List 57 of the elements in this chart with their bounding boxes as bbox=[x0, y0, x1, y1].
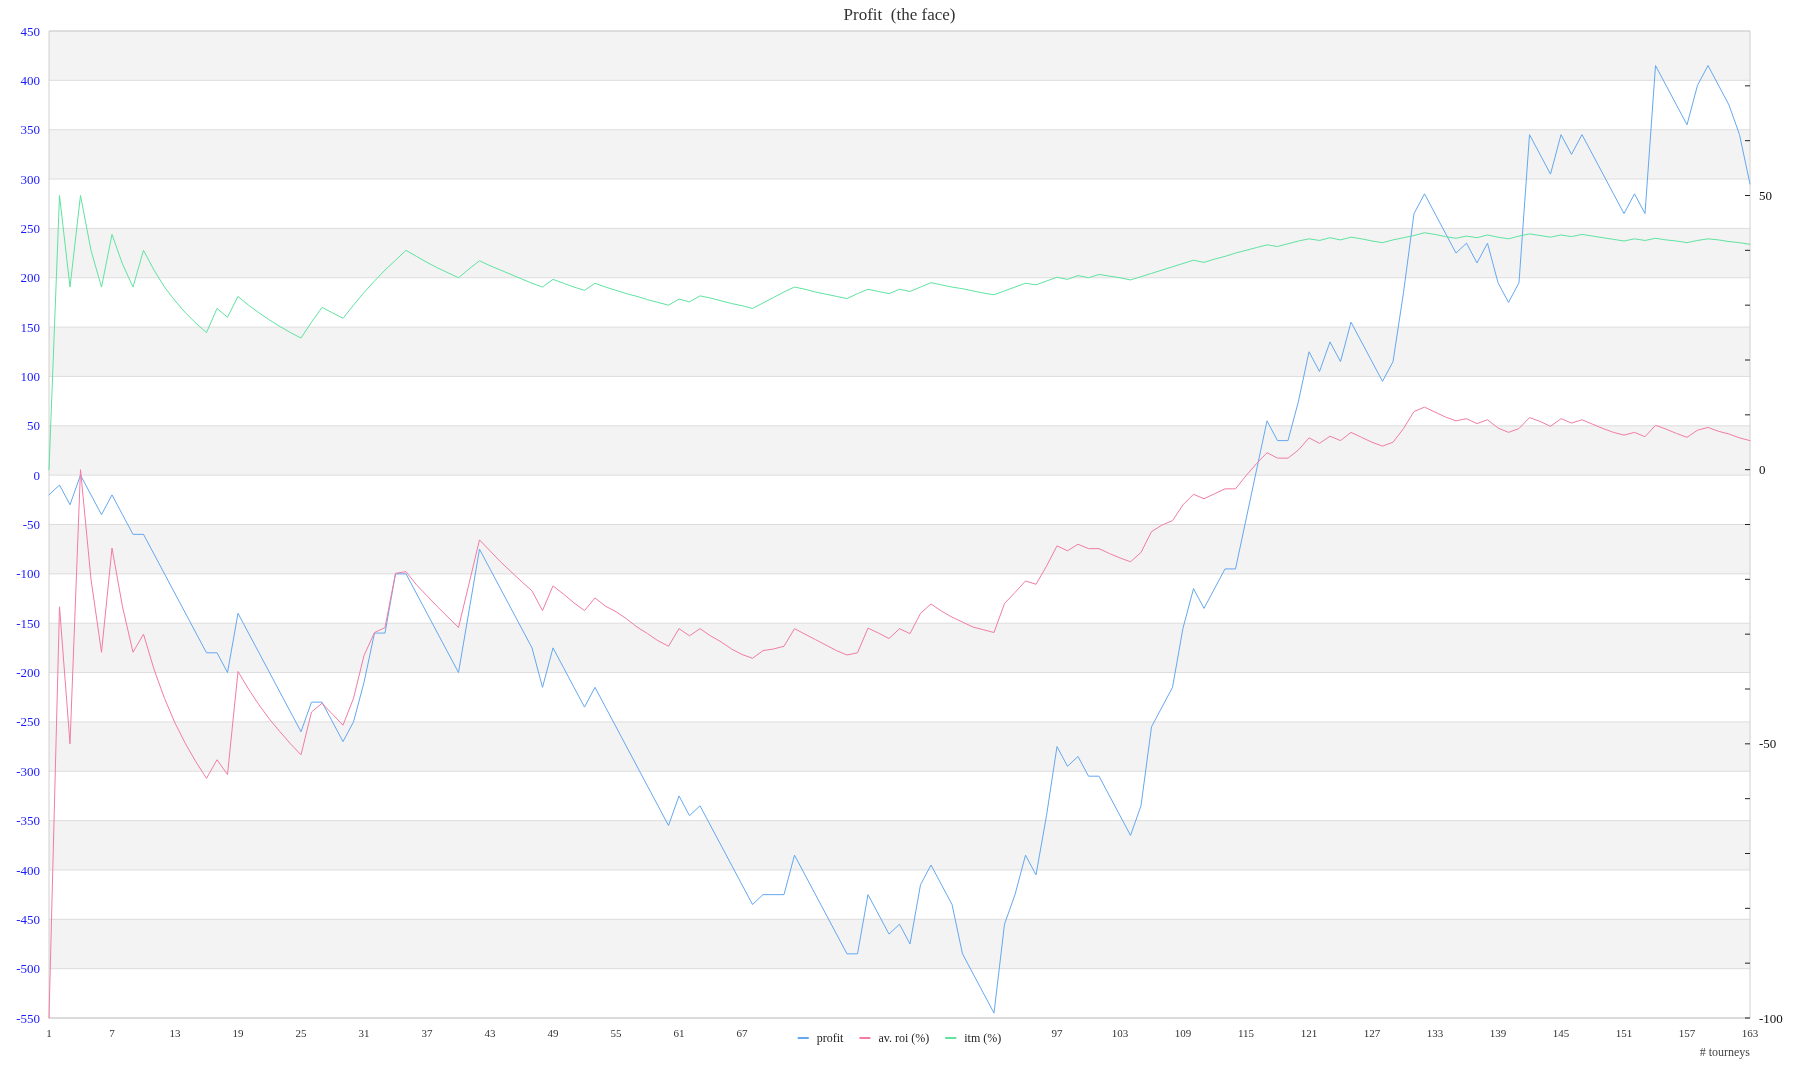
x-tick-label: 43 bbox=[484, 1026, 496, 1039]
line-series bbox=[48, 406, 1751, 1019]
x-tick-label: 139 bbox=[1489, 1026, 1507, 1039]
y-tick-label: 450 bbox=[20, 23, 40, 39]
x-tick-label: 127 bbox=[1363, 1026, 1381, 1039]
y-tick-label: -550 bbox=[16, 1010, 40, 1026]
x-tick-label: 7 bbox=[109, 1026, 116, 1039]
x-tick-label: 151 bbox=[1615, 1026, 1633, 1039]
x-tick-label: 157 bbox=[1678, 1026, 1696, 1039]
y-tick-label: -200 bbox=[16, 665, 40, 681]
x-tick-label: 133 bbox=[1426, 1026, 1444, 1039]
x-tick-label: 49 bbox=[547, 1026, 559, 1039]
x-tick-label: 25 bbox=[295, 1026, 307, 1039]
x-tick-label: 55 bbox=[610, 1026, 622, 1039]
y2-tick-label: -50 bbox=[1759, 736, 1777, 752]
x-tick-label: 145 bbox=[1552, 1026, 1570, 1039]
y-tick-label: -100 bbox=[16, 566, 40, 582]
x-tick-label: 37 bbox=[421, 1026, 433, 1039]
x-tick-label: 97 bbox=[1051, 1026, 1063, 1039]
x-tick-label: 61 bbox=[673, 1026, 685, 1039]
chart-title: Profit (the face) bbox=[843, 4, 956, 24]
x-axis-title: # tourneys bbox=[1699, 1045, 1751, 1060]
y-tick-label: 0 bbox=[33, 467, 40, 483]
y-tick-label: -400 bbox=[16, 862, 40, 878]
y-tick-label: -50 bbox=[22, 517, 40, 533]
y-tick-label: 250 bbox=[20, 220, 40, 236]
y-tick-label: -500 bbox=[16, 961, 40, 977]
line-series bbox=[48, 65, 1751, 1014]
y-tick-label: -300 bbox=[16, 763, 40, 779]
legend-label: av. roi (%) bbox=[878, 1031, 930, 1046]
x-tick-label: 31 bbox=[358, 1026, 370, 1039]
legend-label: itm (%) bbox=[964, 1031, 1002, 1046]
y-tick-label: -150 bbox=[16, 615, 40, 631]
x-tick-label: 1 bbox=[46, 1026, 52, 1039]
x-tick-label: 13 bbox=[169, 1026, 181, 1039]
x-tick-label: 103 bbox=[1111, 1026, 1129, 1039]
y2-tick-label: 50 bbox=[1759, 188, 1772, 204]
x-tick-label: 67 bbox=[736, 1026, 748, 1039]
y-tick-label: 350 bbox=[20, 122, 40, 138]
y-tick-label: 300 bbox=[20, 171, 40, 187]
y-tick-label: 400 bbox=[20, 72, 40, 88]
y2-tick-label: 0 bbox=[1759, 462, 1766, 478]
x-tick-label: 121 bbox=[1300, 1026, 1318, 1039]
y-tick-label: 50 bbox=[27, 418, 40, 434]
y-tick-label: -250 bbox=[16, 714, 40, 730]
y-tick-label: -450 bbox=[16, 911, 40, 927]
y2-tick-label: -100 bbox=[1759, 1010, 1783, 1026]
line-series bbox=[48, 195, 1751, 471]
x-tick-label: 109 bbox=[1174, 1026, 1192, 1039]
x-tick-label: 115 bbox=[1237, 1026, 1255, 1039]
y-tick-label: -350 bbox=[16, 813, 40, 829]
x-tick-label: 163 bbox=[1741, 1026, 1759, 1039]
y-tick-label: 100 bbox=[20, 369, 40, 384]
legend-label: profit bbox=[816, 1031, 845, 1046]
x-tick-label: 19 bbox=[232, 1026, 244, 1039]
y-tick-label: 200 bbox=[20, 270, 40, 286]
y-tick-label: 150 bbox=[20, 319, 40, 335]
